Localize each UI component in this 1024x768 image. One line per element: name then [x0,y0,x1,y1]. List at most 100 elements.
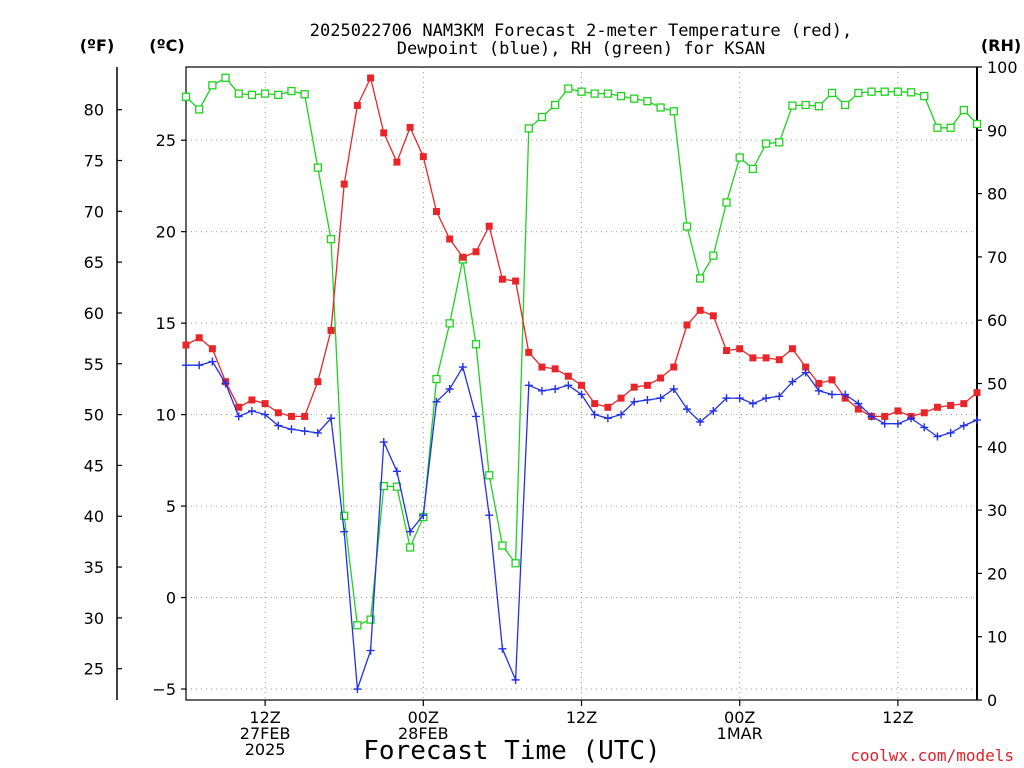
dewpoint-point [485,511,494,520]
dewpoint-point [577,390,586,399]
temperature-point [604,403,612,411]
temperature-point [393,158,401,166]
dewpoint-point [643,395,652,404]
dewpoint-point [696,417,705,426]
temperature-point [696,306,704,314]
rh-tick-label: 0 [987,691,997,710]
rh-point [906,88,916,97]
dewpoint-point [630,397,639,406]
rh-tick-label: 60 [987,311,1007,330]
rh-point [208,81,217,90]
rh-point [722,198,731,207]
rh-point [682,222,692,231]
dewpoint-point [973,416,981,425]
x-tick-label: 00Z [408,708,439,727]
fahrenheit-tick-label: 75 [84,152,104,171]
rh-point [709,251,718,260]
dewpoint-point [379,438,388,447]
dewpoint-point [432,397,441,406]
rh-point [972,119,982,129]
temperature-point [195,334,203,342]
temperature-point [182,341,190,349]
dewpoint-point [537,386,546,395]
rh-point [234,89,243,98]
dewpoint-point [880,419,889,428]
x-tick-label: 12Z [882,708,913,727]
temperature-point [933,403,941,411]
temperature-point [367,74,375,82]
rh-point [696,274,705,283]
temperature-point [564,372,572,380]
temperature-point [459,253,467,261]
dewpoint-point [603,414,612,423]
rh-tick-label: 30 [987,501,1007,520]
dewpoint-point [458,363,467,372]
dewpoint-point [933,432,942,441]
temperature-point [947,401,955,409]
temperature-point [248,396,256,404]
fahrenheit-tick-label: 80 [84,101,104,120]
x-tick-label: 12Z [566,708,597,727]
dewpoint-point [775,392,784,401]
rh-tick-label: 40 [987,438,1007,457]
x-tick-label: 27FEB [240,724,291,743]
rh-point [656,103,665,112]
temperature-point [960,400,968,408]
dewpoint-point [920,423,929,432]
x-tick-label: 12Z [249,708,280,727]
rh-point [854,88,863,98]
temperature-point [815,380,823,387]
rh-point [788,101,797,110]
rh-point [471,340,481,349]
rh-point [313,163,322,172]
temperature-point [709,312,717,320]
temperature-point [736,345,744,353]
temperature-point [287,412,295,420]
dewpoint-point [511,675,520,684]
x-axis-label: Forecast Time (UTC) [363,736,660,766]
dewpoint-point [722,394,731,403]
dewpoint-point [247,406,256,415]
dewpoint-point [854,399,863,408]
rh-point [485,471,494,480]
temperature-point [881,412,889,420]
rh-point [801,100,810,110]
temperature-point [538,363,546,371]
unit-label-rh: (RH) [981,36,1021,55]
chart-title-line-1: 2025022706 NAM3KM Forecast 2-meter Tempe… [310,21,852,41]
rh-point [577,87,586,96]
dewpoint-point [735,394,744,403]
rh-point [195,105,204,114]
temperature-point [643,381,651,389]
dewpoint-point [814,386,823,395]
dewpoint-point [274,421,283,430]
dewpoint-point [472,412,481,421]
temperature-point [261,400,269,408]
rh-point [287,86,296,96]
rh-point [827,88,837,98]
temperature-point [894,407,902,415]
temperature-point [788,345,796,353]
fahrenheit-tick-label: 55 [84,355,104,374]
dewpoint-point [669,384,678,393]
dewpoint-point [234,412,243,421]
dewpoint-point [366,646,375,655]
rh-point [550,100,560,110]
rh-point [643,97,652,106]
rh-point [603,89,613,98]
unit-label-celsius: (ºC) [149,36,184,55]
axes: −5 0 5 10 15 20 25 25 30 35 40 45 50 55 60 65 70 75 80 0 10 2… [84,58,1018,710]
temperature-point [670,363,678,371]
rh-point [537,112,547,122]
temperature-point [274,409,282,417]
rh-line [185,76,978,627]
fahrenheit-tick-label: 40 [84,507,104,526]
dewpoint-point [445,384,454,393]
temperature-point [472,248,480,256]
rh-point [959,105,968,115]
rh-point [326,235,336,244]
celsius-tick-label: 10 [156,406,176,425]
temperature-point [235,403,243,411]
temperature-point [973,389,981,397]
